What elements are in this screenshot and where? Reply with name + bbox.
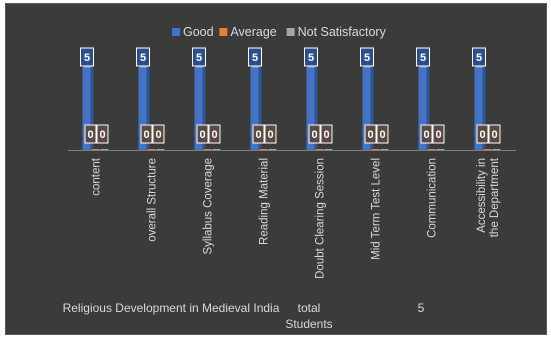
chart-area: Good Average Not Satisfactory 5 0 0 content 5 0 0… [5, 3, 547, 335]
bar-good-communication [418, 68, 427, 150]
data-label-average-syllabus-coverage: 0 [199, 129, 205, 141]
data-label-average-reading-material: 0 [255, 129, 261, 141]
data-label-box-not-satisfactory-mid-term-test-level [376, 124, 389, 144]
data-label-box-average-communication [420, 124, 433, 144]
data-label-box-good-overall-structure [136, 47, 150, 67]
total-students-label: total Students [285, 301, 333, 331]
data-label-average-mid-term-test-level: 0 [367, 129, 373, 141]
data-label-good-content: 5 [84, 52, 90, 64]
data-label-good-syllabus-coverage: 5 [196, 52, 202, 64]
bar-not-satisfactory-reading-material [268, 149, 277, 150]
bar-good-mid-term-test-level [362, 68, 371, 150]
data-label-not-satisfactory-communication: 0 [435, 129, 441, 141]
bar-good-reading-material [250, 68, 259, 150]
data-label-good-mid-term-test-level: 5 [364, 52, 370, 64]
bar-average-communication [427, 149, 436, 150]
bar-good-syllabus-coverage [194, 68, 203, 150]
bar-average-reading-material [259, 149, 268, 150]
legend-swatch-not-satisfactory [286, 28, 295, 36]
data-label-not-satisfactory-accessibility-in-the-department: 0 [491, 129, 497, 141]
data-label-box-good-content [80, 47, 94, 67]
data-label-good-communication: 5 [420, 52, 426, 64]
bar-not-satisfactory-overall-structure [156, 149, 165, 150]
legend-swatch-good [172, 28, 180, 36]
data-label-box-not-satisfactory-doubt-clearing-session [320, 124, 333, 144]
x-tick-label-communication: Communication [427, 158, 439, 238]
x-tick-label-overall-structure: overall Structure [147, 158, 159, 242]
legend-swatch-average [219, 28, 228, 36]
bar-not-satisfactory-mid-term-test-level [380, 149, 389, 150]
data-label-box-good-mid-term-test-level [360, 47, 374, 67]
x-tick-label-mid-term-test-level: Mid Term Test Level [371, 158, 383, 260]
data-label-good-overall-structure: 5 [140, 52, 146, 64]
data-label-box-not-satisfactory-overall-structure [152, 124, 165, 144]
data-label-box-good-syllabus-coverage [192, 47, 206, 67]
bar-average-overall-structure [147, 149, 156, 150]
bar-good-doubt-clearing-session [306, 68, 315, 150]
data-label-average-accessibility-in-the-department: 0 [479, 129, 485, 141]
data-label-not-satisfactory-overall-structure: 0 [155, 129, 161, 141]
bar-not-satisfactory-accessibility-in-the-department [492, 149, 501, 150]
data-label-average-doubt-clearing-session: 0 [311, 129, 317, 141]
legend-label-not-satisfactory: Not Satisfactory [298, 25, 387, 39]
data-label-not-satisfactory-syllabus-coverage: 0 [211, 129, 217, 141]
data-label-box-not-satisfactory-content [96, 124, 109, 144]
bar-good-accessibility-in-the-department [474, 68, 483, 150]
x-tick-label-doubt-clearing-session: Doubt Clearing Session [315, 158, 327, 279]
data-label-box-average-content [84, 124, 97, 144]
data-label-box-good-communication [416, 47, 430, 67]
data-label-box-average-overall-structure [140, 124, 153, 144]
data-label-box-good-reading-material [248, 47, 262, 67]
bar-good-content [82, 68, 91, 150]
data-label-box-good-accessibility-in-the-department [472, 47, 486, 67]
x-tick-label-accessibility-in-the-department-line-2: the Department [489, 157, 501, 237]
bar-average-content [91, 149, 100, 150]
x-tick-label-reading-material: Reading Material [259, 158, 271, 245]
x-tick-label-accessibility-in-the-department-line-1: Accessibility in [476, 158, 488, 233]
bar-not-satisfactory-communication [436, 149, 445, 150]
data-label-average-overall-structure: 0 [143, 129, 149, 141]
data-label-not-satisfactory-content: 0 [99, 129, 105, 141]
data-label-box-not-satisfactory-syllabus-coverage [208, 124, 221, 144]
data-label-box-not-satisfactory-accessibility-in-the-department [488, 124, 501, 144]
bar-not-satisfactory-syllabus-coverage [212, 149, 221, 150]
data-label-not-satisfactory-reading-material: 0 [267, 129, 273, 141]
bar-average-doubt-clearing-session [315, 149, 324, 150]
x-tick-label-syllabus-coverage: Syllabus Coverage [203, 158, 215, 255]
data-label-box-good-doubt-clearing-session [304, 47, 318, 67]
legend-label-average: Average [230, 25, 276, 39]
bar-not-satisfactory-doubt-clearing-session [324, 149, 333, 150]
data-label-good-reading-material: 5 [252, 52, 258, 64]
data-label-box-average-syllabus-coverage [196, 124, 209, 144]
data-label-good-accessibility-in-the-department: 5 [476, 52, 482, 64]
bar-good-overall-structure [138, 68, 147, 150]
data-label-average-communication: 0 [423, 129, 429, 141]
total-students-value: 5 [417, 301, 425, 315]
bar-not-satisfactory-content [100, 149, 109, 150]
bar-average-accessibility-in-the-department [483, 149, 492, 150]
course-name: Religious Development in Medieval India [62, 301, 280, 315]
data-label-average-content: 0 [87, 129, 93, 141]
x-tick-label-content: content [91, 157, 103, 196]
data-label-not-satisfactory-doubt-clearing-session: 0 [323, 129, 329, 141]
data-label-box-average-doubt-clearing-session [308, 124, 321, 144]
data-label-box-not-satisfactory-reading-material [264, 124, 277, 144]
data-label-box-not-satisfactory-communication [432, 124, 445, 144]
legend-label-good: Good [183, 25, 214, 39]
data-label-good-doubt-clearing-session: 5 [308, 52, 314, 64]
data-label-not-satisfactory-mid-term-test-level: 0 [379, 129, 385, 141]
data-label-box-average-reading-material [252, 124, 265, 144]
bar-average-mid-term-test-level [371, 149, 380, 150]
data-label-box-average-mid-term-test-level [364, 124, 377, 144]
data-label-box-average-accessibility-in-the-department [476, 124, 489, 144]
bar-average-syllabus-coverage [203, 149, 212, 150]
